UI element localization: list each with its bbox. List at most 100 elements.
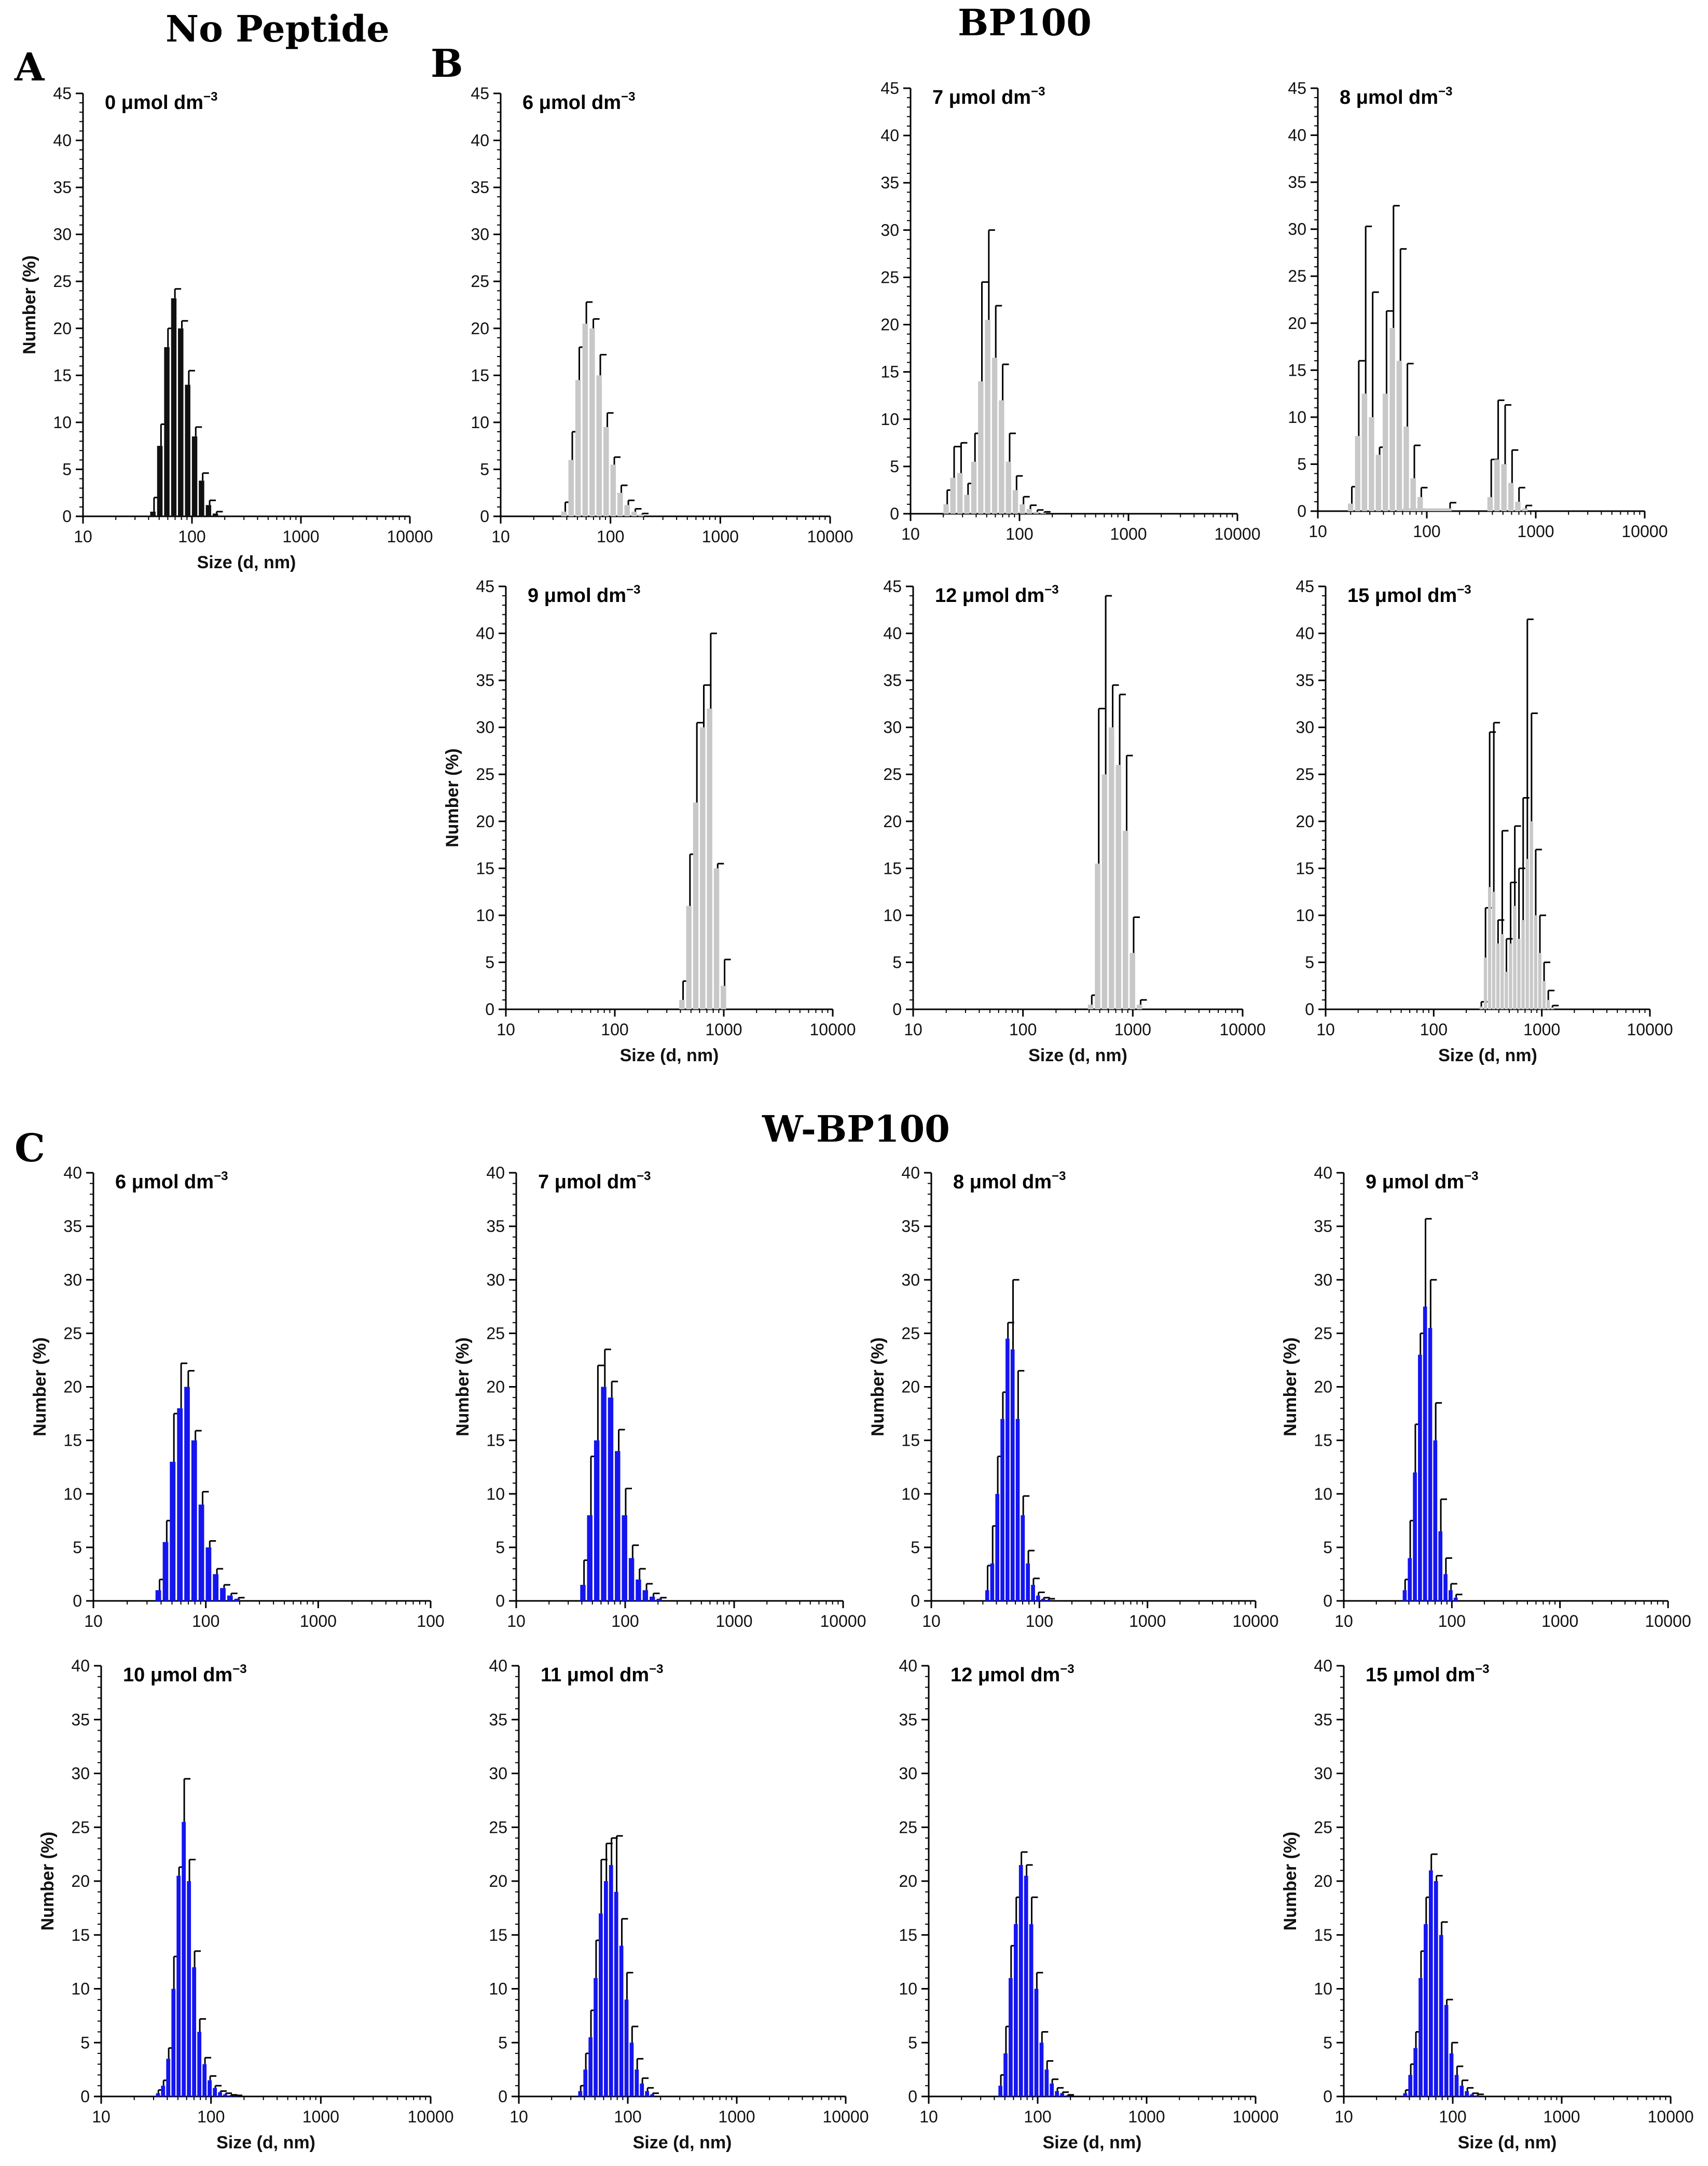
histogram-bar [213,513,218,516]
y-tick-label: 15 [486,1431,505,1450]
y-tick-label: 0 [911,1592,920,1610]
histogram-bar [1036,1595,1040,1601]
histogram-bar [218,2092,223,2096]
y-tick-label: 35 [486,1217,505,1236]
histogram-bar [223,2094,228,2096]
y-tick-label: 20 [899,1872,917,1890]
histogram-bar [1012,490,1018,514]
concentration-label: 7 μmol dm−3 [932,85,1045,108]
y-tick-label: 20 [489,1872,507,1890]
y-tick-label: 40 [486,1163,505,1182]
y-tick-label: 20 [471,319,489,338]
x-tick-label: 1000 [1517,522,1554,541]
x-tick-label: 10 [919,2107,938,2126]
histogram-bar [1408,2075,1413,2096]
y-tick-label: 0 [495,1592,505,1610]
histogram-bar [1417,497,1423,511]
histogram-bar [1046,1599,1051,1601]
y-tick-label: 10 [880,410,899,429]
y-tick-label: 30 [71,1764,90,1783]
concentration-label: 8 μmol dm−3 [1340,85,1452,108]
histogram-bar [686,906,692,1009]
histogram-bar [155,1590,161,1601]
y-tick-label: 40 [1296,624,1314,643]
x-tick-label: 1000 [282,527,319,546]
y-tick-label: 10 [71,1980,90,1998]
y-tick-label: 10 [489,1980,507,1998]
y-tick-label: 10 [63,1485,82,1503]
x-tick-label: 10 [92,2107,111,2126]
y-tick-label: 20 [1296,812,1314,831]
unit-exponent: −3 [1464,1169,1478,1183]
histogram-bar [1449,1590,1453,1601]
chart-b-9uM: 0 5 10 15 20 25 30 35 40 45 10 100 1000 10000 9 μmol d… [443,577,856,1065]
histogram-bar [588,2037,593,2096]
histogram-bar [610,464,616,516]
histogram-bar [205,505,212,516]
histogram-bar [650,1596,655,1601]
unit-exponent: −3 [1052,1169,1066,1183]
histogram-bar [1449,2053,1454,2096]
histogram-bar [1021,1515,1025,1601]
y-tick-label: 35 [883,671,902,690]
histogram-bar [603,427,609,516]
histogram-bar [638,514,644,516]
histogram-bar [1429,1870,1433,2096]
y-tick-label: 0 [485,1000,494,1019]
y-tick-label: 40 [63,1163,82,1182]
histogram-bar [1041,1598,1045,1601]
y-tick-label: 35 [1288,173,1306,191]
y-tick-label: 15 [1314,1926,1332,1944]
histogram-bar [583,2069,588,2096]
unit-exponent: −3 [232,1662,246,1676]
histogram-bar [1459,2086,1464,2096]
histogram-bar [1508,483,1514,511]
x-axis-label: Size (d, nm) [1043,2133,1142,2153]
y-tick-label: 0 [480,507,489,526]
y-tick-label: 15 [1288,361,1306,379]
histogram-bar [640,2083,644,2096]
concentration-text: 9 μmol dm [1366,1171,1464,1193]
x-tick-label: 100 [1413,522,1440,541]
histogram-bar [192,1967,197,2096]
y-tick-label: 20 [901,1378,920,1396]
x-tick-label: 1000 [1543,2107,1580,2126]
y-tick-label: 5 [1297,455,1306,473]
histogram-bar [156,2093,160,2096]
concentration-label: 8 μmol dm−3 [953,1169,1066,1193]
histogram-bar [170,1461,176,1601]
x-tick-label: 100 [597,527,624,546]
histogram-bar [227,1595,233,1601]
histogram-bar [1003,2053,1008,2096]
histogram-bar [596,375,602,516]
x-tick-label: 100 [611,1612,639,1630]
histogram-bar [1020,504,1025,514]
concentration-text: 8 μmol dm [953,1171,1052,1193]
x-tick-label: 1000 [1523,1020,1560,1039]
x-axis-label: Size (d, nm) [633,2133,732,2153]
y-tick-label: 5 [498,2033,507,2052]
chart-b-7uM: 0 5 10 15 20 25 30 35 40 45 10 100 1000 10000 7 μmol d… [880,79,1260,543]
y-tick-label: 40 [1314,1656,1332,1675]
x-tick-label: 10 [1334,2107,1353,2126]
histogram-bar [1496,943,1500,1009]
histogram-bar [580,1585,586,1601]
histogram-bar [679,999,685,1009]
histogram-bar [1542,981,1546,1009]
y-tick-label: 40 [901,1163,920,1182]
y-tick-label: 25 [1314,1818,1332,1836]
y-tick-label: 10 [1314,1980,1332,1998]
y-tick-label: 30 [1296,718,1314,737]
histogram-bar [1026,1563,1030,1601]
histogram-bar [1517,939,1521,1009]
y-tick-label: 25 [471,272,489,291]
histogram-bar [1423,1306,1427,1601]
histogram-bar [1383,393,1388,511]
x-tick-label: 10 [84,1612,103,1630]
unit-exponent: −3 [649,1662,663,1676]
histogram-bar [1454,2075,1459,2096]
y-tick-label: 10 [1296,906,1314,925]
histogram-bar [578,2091,583,2096]
concentration-text: 7 μmol dm [932,87,1031,108]
histogram-bar [615,1451,621,1601]
